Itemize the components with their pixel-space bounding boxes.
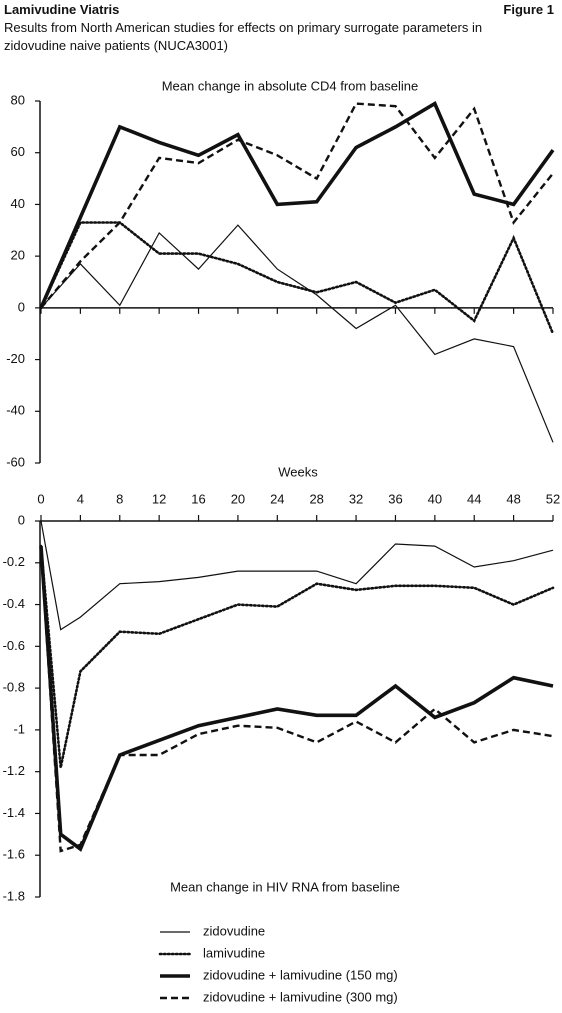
x-tick-label: 28 bbox=[309, 491, 323, 506]
subtitle: Results from North American studies for … bbox=[4, 20, 483, 53]
x-tick-label: 36 bbox=[388, 491, 402, 506]
x-axis-label: Weeks bbox=[278, 464, 318, 479]
y-tick-label: -60 bbox=[6, 454, 25, 469]
y-tick-label: -40 bbox=[6, 403, 25, 418]
series-line bbox=[39, 221, 555, 335]
x-tick-label: 8 bbox=[116, 491, 123, 506]
series-line bbox=[40, 224, 554, 443]
y-tick-label: -0.4 bbox=[3, 596, 25, 611]
series-line bbox=[40, 102, 554, 309]
x-tick-label: 32 bbox=[349, 491, 363, 506]
series-line bbox=[40, 520, 554, 631]
y-tick-label: 80 bbox=[11, 92, 25, 107]
y-tick-label: -1.8 bbox=[3, 888, 25, 903]
y-tick-label: -1.6 bbox=[3, 847, 25, 862]
y-tick-label: -0.2 bbox=[3, 554, 25, 569]
y-tick-label: -0.8 bbox=[3, 680, 25, 695]
chart-title: Mean change in absolute CD4 from baselin… bbox=[162, 78, 419, 93]
y-tick-label: -1 bbox=[13, 721, 25, 736]
y-tick-label: -0.6 bbox=[3, 638, 25, 653]
figure-label: Figure 1 bbox=[503, 2, 554, 17]
y-tick-label: 60 bbox=[11, 144, 25, 159]
x-tick-label: 12 bbox=[152, 491, 166, 506]
y-tick-label: 40 bbox=[11, 196, 25, 211]
y-tick-label: -1.2 bbox=[3, 763, 25, 778]
x-tick-label: 40 bbox=[428, 491, 442, 506]
series-line bbox=[39, 544, 555, 768]
header-title: Lamivudine Viatris bbox=[4, 2, 120, 17]
y-tick-label: 0 bbox=[18, 299, 25, 314]
legend-label: zidovudine bbox=[203, 923, 265, 938]
x-tick-label: 0 bbox=[37, 491, 44, 506]
y-tick-label: 0 bbox=[18, 512, 25, 527]
series-line bbox=[39, 545, 554, 852]
x-tick-label: 52 bbox=[546, 491, 560, 506]
legend-label: zidovudine + lamivudine (300 mg) bbox=[203, 989, 398, 1004]
y-tick-label: -20 bbox=[6, 351, 25, 366]
legend-label: lamivudine bbox=[203, 945, 265, 960]
y-tick-label: -1.4 bbox=[3, 805, 25, 820]
y-tick-label: 20 bbox=[11, 248, 25, 263]
series-line bbox=[39, 550, 554, 853]
x-tick-label: 48 bbox=[506, 491, 520, 506]
x-tick-label: 24 bbox=[270, 491, 284, 506]
x-tick-label: 44 bbox=[467, 491, 481, 506]
x-tick-label: 16 bbox=[191, 491, 205, 506]
x-tick-label: 4 bbox=[77, 491, 84, 506]
x-tick-label: 20 bbox=[231, 491, 245, 506]
legend-label: zidovudine + lamivudine (150 mg) bbox=[203, 967, 398, 982]
series-line bbox=[39, 101, 555, 309]
chart-title: Mean change in HIV RNA from baseline bbox=[170, 879, 400, 894]
